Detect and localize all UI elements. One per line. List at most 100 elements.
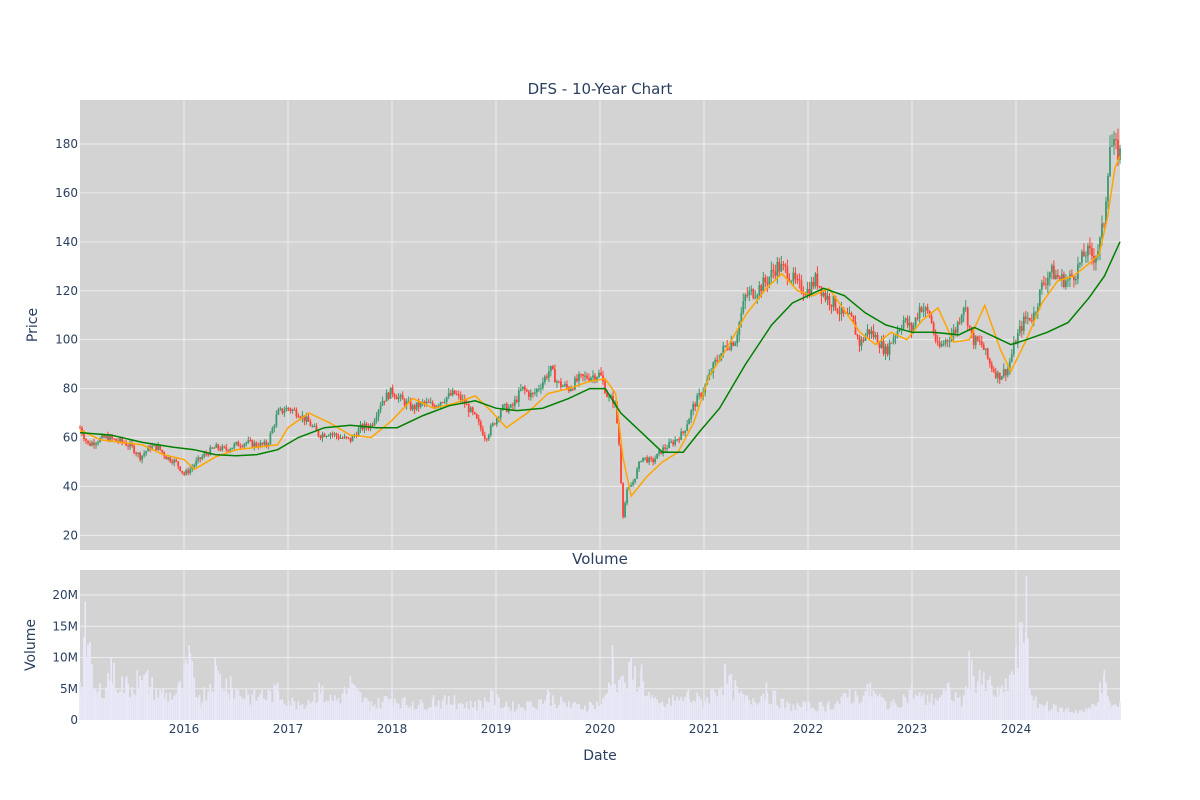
candle-body — [213, 447, 216, 449]
candle-body — [1030, 320, 1033, 322]
volume-bar — [792, 704, 795, 720]
candle-body — [644, 457, 646, 459]
candle-body — [471, 407, 474, 413]
candle-body — [337, 436, 340, 439]
volume-peak-bar — [651, 695, 653, 720]
candle-body — [139, 452, 142, 460]
volume-bar — [271, 702, 274, 720]
candle-body — [527, 391, 530, 397]
candle-body — [574, 378, 576, 390]
volume-bar — [343, 686, 346, 720]
candle-body — [856, 334, 859, 337]
volume-bar — [956, 698, 959, 720]
volume-bar — [445, 704, 448, 720]
volume-peak-bar — [1046, 701, 1048, 720]
volume-bar — [263, 698, 266, 720]
volume-bar — [399, 708, 402, 720]
candle-body — [1056, 274, 1059, 278]
volume-bar — [678, 700, 681, 720]
volume-peak-bar — [505, 701, 508, 720]
candle-body — [417, 402, 420, 408]
volume-bar — [872, 690, 875, 720]
volume-bar — [111, 683, 113, 720]
volume-bar — [864, 690, 867, 720]
candle-body — [267, 443, 270, 446]
volume-bar — [748, 700, 751, 720]
candle-body — [1083, 251, 1085, 257]
candle-body — [784, 264, 787, 267]
volume-bar — [1052, 703, 1055, 720]
volume-bar — [219, 673, 222, 720]
volume-bar — [395, 702, 398, 720]
date-tick-label: 2021 — [689, 722, 720, 736]
candle-body — [690, 410, 693, 419]
volume-bar — [788, 703, 791, 720]
candle-body — [311, 426, 314, 428]
candle-body — [730, 342, 733, 350]
volume-bar — [197, 697, 200, 720]
candle-body — [904, 318, 907, 321]
volume-peak-bar — [630, 657, 632, 720]
volume-bar — [966, 688, 969, 720]
candle-body — [179, 466, 182, 471]
date-tick-label: 2020 — [585, 722, 616, 736]
candle-body — [469, 407, 472, 413]
volume-bar — [97, 691, 99, 720]
volume-bar — [155, 688, 158, 720]
candle-body — [570, 388, 572, 392]
volume-bar — [866, 683, 869, 720]
candle-body — [908, 323, 911, 326]
volume-bar — [1032, 700, 1035, 720]
volume-bar — [331, 700, 334, 720]
x-axis-title: Date — [583, 748, 616, 764]
candle-body — [515, 399, 518, 402]
volume-bar — [958, 697, 961, 720]
volume-bar — [373, 704, 376, 720]
candle-body — [870, 330, 873, 335]
candle-body — [940, 344, 943, 347]
candle-body — [654, 458, 657, 463]
volume-bar — [113, 662, 115, 720]
volume-bar — [684, 697, 687, 720]
candle-body — [842, 307, 845, 314]
volume-bar — [289, 705, 292, 720]
candle-body — [119, 438, 121, 442]
volume-bar — [435, 705, 438, 720]
candle-body — [678, 439, 681, 441]
volume-bar — [195, 696, 198, 720]
volume-bar — [564, 702, 566, 720]
volume-bar — [535, 708, 538, 720]
volume-peak-bar — [978, 670, 981, 720]
candle-body — [269, 433, 272, 444]
volume-bar — [964, 686, 967, 720]
candle-body — [459, 394, 462, 401]
candle-body — [457, 394, 460, 396]
volume-bar — [475, 710, 478, 720]
volume-peak-bar — [848, 688, 851, 720]
volume-bar — [990, 685, 993, 720]
candle-body — [804, 294, 807, 296]
volume-bar — [1008, 674, 1011, 720]
volume-bar — [840, 696, 843, 720]
candle-body — [884, 346, 887, 354]
candle-body — [838, 312, 841, 314]
volume-bar — [754, 702, 757, 720]
volume-bar — [834, 703, 837, 720]
candle-body — [782, 264, 785, 266]
candle-body — [487, 434, 490, 440]
candle-body — [910, 323, 913, 332]
volume-bar — [403, 697, 406, 720]
candle-body — [586, 375, 588, 379]
volume-bar — [165, 693, 168, 720]
candle-body — [195, 460, 198, 466]
candle-body — [1000, 376, 1003, 380]
volume-bar — [345, 693, 348, 720]
candle-body — [604, 381, 606, 394]
volume-peak-bar — [568, 701, 570, 720]
candle-body — [381, 400, 384, 406]
volume-peak-bar — [245, 688, 248, 720]
volume-bar — [656, 699, 659, 720]
candle-body — [810, 281, 813, 296]
volume-bar — [367, 700, 370, 720]
candle-body — [101, 435, 103, 439]
